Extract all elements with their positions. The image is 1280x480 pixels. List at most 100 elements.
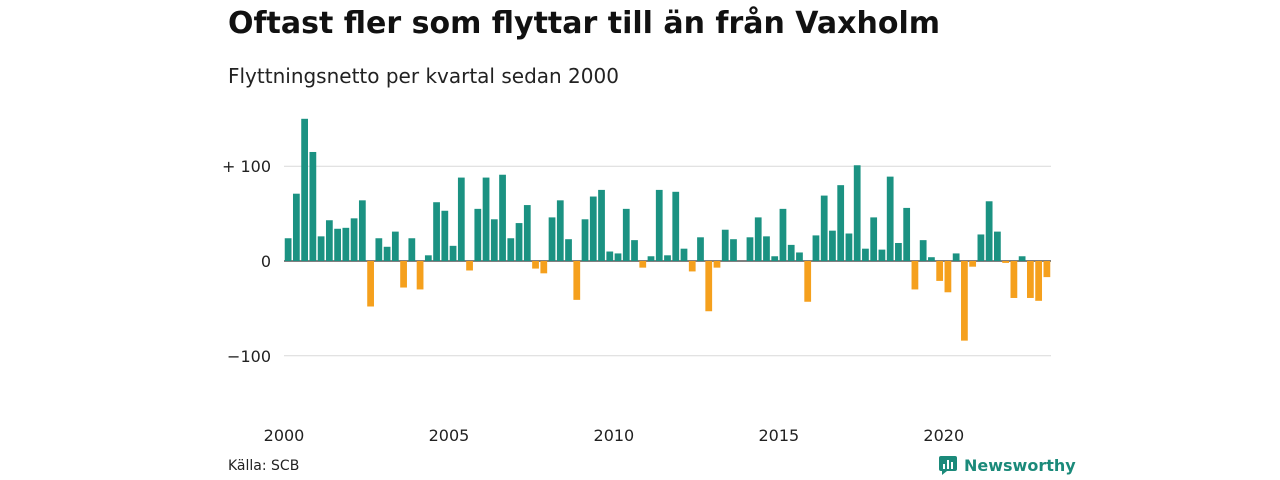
bar bbox=[416, 261, 424, 290]
x-tick-label: 2005 bbox=[429, 426, 470, 445]
bar bbox=[449, 245, 457, 261]
bar bbox=[820, 195, 828, 261]
brand-logo: Newsworthy bbox=[938, 455, 1076, 475]
bar bbox=[919, 240, 927, 261]
y-axis-labels: + 100 0 −100 bbox=[222, 157, 271, 366]
bar bbox=[697, 237, 704, 261]
bar bbox=[779, 208, 787, 261]
bar bbox=[787, 244, 795, 261]
bar bbox=[655, 189, 663, 261]
newsworthy-icon bbox=[939, 456, 957, 475]
bar bbox=[367, 261, 374, 307]
bar bbox=[614, 253, 622, 261]
bar bbox=[886, 176, 894, 261]
bar bbox=[565, 239, 572, 261]
bar bbox=[457, 177, 465, 261]
bar bbox=[490, 219, 498, 261]
bar bbox=[408, 238, 416, 261]
bar bbox=[1027, 261, 1034, 298]
bar bbox=[589, 196, 597, 261]
bar bbox=[1043, 261, 1051, 278]
bar bbox=[499, 174, 506, 261]
bar bbox=[713, 261, 721, 268]
bar bbox=[532, 261, 539, 269]
x-tick-label: 2020 bbox=[923, 426, 964, 445]
bar bbox=[812, 235, 820, 261]
bar bbox=[350, 218, 358, 261]
bar bbox=[688, 261, 696, 272]
chart-subtitle: Flyttningsnetto per kvartal sedan 2000 bbox=[228, 64, 619, 88]
bar bbox=[895, 242, 902, 261]
bar bbox=[424, 255, 432, 261]
bar bbox=[928, 257, 935, 261]
x-tick-label: 2000 bbox=[264, 426, 305, 445]
bar bbox=[622, 208, 630, 261]
bar bbox=[1002, 261, 1010, 263]
y-tick-label: −100 bbox=[227, 347, 271, 366]
bar bbox=[639, 261, 647, 268]
bar bbox=[441, 210, 449, 261]
bar bbox=[961, 261, 968, 341]
y-tick-label: + 100 bbox=[222, 157, 271, 176]
bar bbox=[325, 220, 333, 261]
bar bbox=[383, 246, 391, 261]
bar bbox=[952, 253, 960, 261]
x-tick-label: 2015 bbox=[758, 426, 799, 445]
bar bbox=[375, 238, 383, 261]
bar bbox=[829, 230, 836, 261]
bar bbox=[391, 231, 399, 261]
bar bbox=[515, 223, 523, 261]
bar bbox=[705, 261, 713, 312]
bar bbox=[936, 261, 944, 281]
bar bbox=[1035, 261, 1043, 301]
bar bbox=[342, 227, 350, 261]
bar bbox=[903, 207, 911, 261]
bar bbox=[853, 165, 861, 261]
bar bbox=[507, 238, 515, 261]
bar bbox=[994, 231, 1001, 261]
brand-name: Newsworthy bbox=[964, 455, 1076, 475]
bar bbox=[672, 191, 680, 261]
bar bbox=[292, 193, 300, 261]
bar bbox=[1010, 261, 1018, 298]
bar bbox=[985, 201, 993, 261]
bar bbox=[581, 219, 589, 261]
y-tick-label: 0 bbox=[261, 252, 271, 271]
bar bbox=[301, 118, 308, 261]
bar bbox=[862, 248, 869, 261]
bar bbox=[730, 239, 737, 261]
bar bbox=[647, 256, 655, 261]
bar bbox=[911, 261, 919, 290]
bar bbox=[878, 249, 886, 261]
chart-title: Oftast fler som flyttar till än från Vax… bbox=[228, 6, 940, 41]
bar bbox=[977, 234, 985, 261]
bar bbox=[969, 261, 977, 267]
bar bbox=[664, 255, 671, 261]
bar bbox=[870, 217, 878, 261]
bar bbox=[334, 228, 341, 261]
bar bbox=[746, 237, 754, 261]
bar bbox=[548, 217, 556, 261]
bar bbox=[1018, 256, 1026, 261]
bar bbox=[804, 261, 812, 302]
bar bbox=[771, 256, 779, 261]
x-tick-label: 2010 bbox=[594, 426, 635, 445]
bar bbox=[523, 205, 531, 261]
bar bbox=[482, 177, 490, 261]
bar bbox=[796, 252, 803, 261]
bar bbox=[573, 261, 581, 300]
bar bbox=[680, 248, 688, 261]
bar bbox=[284, 238, 292, 261]
bar bbox=[763, 236, 770, 261]
bar bbox=[400, 261, 407, 288]
source-note: Källa: SCB bbox=[228, 458, 300, 474]
bar bbox=[309, 151, 317, 261]
bar bbox=[598, 189, 605, 261]
bar-chart: + 100 0 −100 2000 2005 2010 2015 2020 bbox=[222, 118, 1051, 445]
bar bbox=[433, 202, 440, 261]
bar bbox=[845, 233, 853, 261]
bar bbox=[358, 200, 366, 261]
bar bbox=[540, 261, 548, 274]
bar bbox=[466, 261, 473, 271]
bar bbox=[721, 229, 729, 261]
